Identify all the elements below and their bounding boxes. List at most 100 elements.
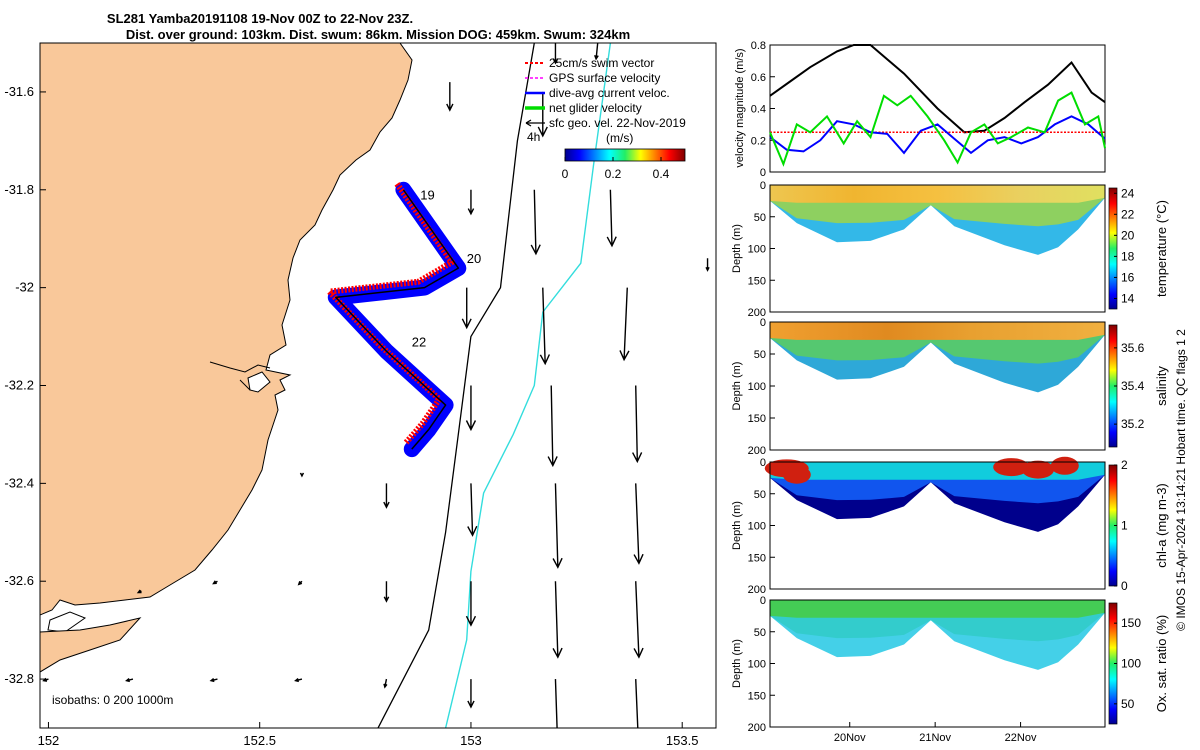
velocity-vector bbox=[632, 385, 643, 464]
section-cbar-label: chl-a (mg m-3) bbox=[1154, 483, 1169, 568]
velocity-vector bbox=[594, 43, 599, 61]
section-ytick-label: 150 bbox=[748, 690, 766, 702]
section-cbar-tick-label: 20 bbox=[1121, 228, 1135, 242]
isobaths-label: isobaths: 0 200 1000m bbox=[52, 693, 173, 707]
velocity-vector bbox=[465, 581, 477, 627]
colorbar-tick-label: 0.4 bbox=[653, 167, 670, 181]
velocity-ytick-label: 0.8 bbox=[751, 40, 766, 52]
track-line bbox=[335, 189, 460, 450]
section-panel: 0 50 100 150 200 Depth (m) 50 100 150 Ox. sat. ra… bbox=[731, 595, 1169, 744]
section-ytick-label: 100 bbox=[748, 659, 766, 671]
velocity-series-line bbox=[769, 91, 1106, 167]
section-ytick-label: 100 bbox=[748, 521, 766, 533]
section-ytick-label: 0 bbox=[760, 457, 766, 469]
legend-arrowhead-sfc bbox=[525, 119, 532, 127]
island bbox=[47, 611, 87, 633]
legend-label-sfc: sfc geo. vel. 22-Nov-2019 bbox=[549, 116, 686, 130]
section-ytick-label: 150 bbox=[748, 552, 766, 564]
map-xtick-label: 153.5 bbox=[666, 733, 699, 748]
track-labels: 19 20 22 bbox=[412, 188, 481, 350]
section-ytick-label: 200 bbox=[748, 722, 766, 734]
glider-track bbox=[326, 181, 467, 458]
velocity-series bbox=[769, 44, 1106, 167]
section-xtick-label: 21Nov bbox=[919, 732, 951, 744]
section-cbar-tick-label: 35.4 bbox=[1121, 379, 1145, 393]
velocity-vector bbox=[635, 679, 639, 728]
section-cbar-tick-label: 100 bbox=[1121, 657, 1141, 671]
velocity-vector bbox=[633, 581, 644, 659]
velocity-vector bbox=[633, 483, 644, 565]
velocity-ytick-label: 0 bbox=[760, 167, 766, 179]
velocity-vector bbox=[539, 287, 551, 366]
section-colorbar bbox=[1108, 187, 1118, 310]
section-xtick-label: 20Nov bbox=[834, 732, 866, 744]
section-cbar-tick-label: 35.2 bbox=[1121, 417, 1145, 431]
colorbar-scale-label: 4h bbox=[527, 130, 540, 144]
velocity-vector bbox=[209, 677, 218, 683]
map-ytick-label: -32.6 bbox=[4, 573, 34, 588]
map-ytick-label: -32.4 bbox=[4, 475, 34, 490]
legend-label-net: net glider velocity bbox=[549, 101, 642, 115]
velocity-vector bbox=[467, 189, 475, 216]
section-ytick-label: 50 bbox=[754, 489, 766, 501]
velocity-vector bbox=[136, 589, 142, 594]
section-cbar-tick-label: 14 bbox=[1121, 291, 1135, 305]
title-line-2: Dist. over ground: 103km. Dist. swum: 86… bbox=[126, 27, 630, 42]
section-ylabel: Depth (m) bbox=[731, 639, 743, 688]
section-ylabel: Depth (m) bbox=[731, 501, 743, 550]
map-panel: 19 20 22 152 152.5 153 153.5 -31.6 -31.8 -32 -32.… bbox=[4, 42, 717, 748]
velocity-vector bbox=[446, 82, 454, 112]
section-surface-layer bbox=[770, 322, 1105, 340]
velocity-vector bbox=[465, 385, 477, 432]
chl-patch bbox=[782, 465, 811, 484]
section-ytick-label: 200 bbox=[748, 584, 766, 596]
map-xtick-label: 153 bbox=[460, 733, 482, 748]
section-cbar-tick-label: 50 bbox=[1121, 697, 1135, 711]
map-ytick-label: -31.6 bbox=[4, 84, 34, 99]
colorbar-ticks: 0 0.2 0.4 bbox=[562, 157, 670, 181]
velocity-vector bbox=[383, 678, 388, 689]
section-cbar-tick-label: 18 bbox=[1121, 249, 1135, 263]
section-cbar-tick-label: 35.6 bbox=[1121, 341, 1145, 355]
velocity-ytick-label: 0.6 bbox=[751, 72, 766, 84]
section-ytick-label: 50 bbox=[754, 349, 766, 361]
map-ytick-label: -32.8 bbox=[4, 671, 34, 686]
legend-label-swim: 25cm/s swim vector bbox=[549, 56, 654, 70]
section-ytick-label: 200 bbox=[748, 445, 766, 457]
velocity-vector bbox=[461, 287, 472, 330]
chl-patch bbox=[1022, 460, 1054, 479]
velocity-ylabel: velocity magnitude (m/s) bbox=[734, 48, 746, 167]
velocity-vector bbox=[705, 258, 710, 272]
velocity-vector bbox=[619, 287, 630, 362]
section-ytick-label: 100 bbox=[748, 244, 766, 256]
section-panel: 0 50 100 150 200 Depth (m) 0 1 2 chl-a (mg m-3) bbox=[731, 456, 1169, 596]
map-ytick-label: -32.2 bbox=[4, 378, 34, 393]
section-cbar-tick-label: 24 bbox=[1121, 186, 1135, 200]
section-cbar-label: salinity bbox=[1154, 366, 1169, 406]
map-ytick-label: -32 bbox=[15, 280, 34, 295]
colorbar-tick-label: 0 bbox=[562, 167, 569, 181]
section-cbar-tick-label: 16 bbox=[1121, 270, 1135, 284]
section-cbar-tick-label: 0 bbox=[1121, 579, 1128, 593]
velocity-ticks: 0 0.2 0.4 0.6 0.8 bbox=[751, 40, 775, 179]
velocity-vector bbox=[537, 91, 548, 138]
land-mass bbox=[40, 43, 413, 616]
track-label: 22 bbox=[412, 334, 426, 349]
velocity-series-line bbox=[769, 115, 1106, 155]
velocity-vector bbox=[212, 580, 218, 585]
velocity-vector bbox=[383, 581, 390, 603]
map-xtick-label: 152.5 bbox=[243, 733, 276, 748]
map-legend: 25cm/s swim vector GPS surface velocity … bbox=[525, 56, 686, 130]
section-ylabel: Depth (m) bbox=[731, 224, 743, 273]
velocity-vector bbox=[294, 677, 303, 683]
velocity-series-line bbox=[769, 44, 1106, 134]
velocity-vector bbox=[554, 679, 558, 728]
section-cbar-label: Ox. sat. ratio (%) bbox=[1154, 615, 1169, 713]
velocity-vector bbox=[552, 581, 563, 659]
section-cbar-tick-label: 22 bbox=[1121, 207, 1135, 221]
velocity-panel: velocity magnitude (m/s) 0 0.2 0.4 0.6 0.8 bbox=[734, 40, 1106, 179]
section-panel: 0 50 100 150 200 Depth (m) 14 16 18 20 22 24 tempera… bbox=[731, 180, 1169, 319]
colorbar-title: (m/s) bbox=[606, 131, 633, 145]
legend-label-gps: GPS surface velocity bbox=[549, 71, 660, 85]
